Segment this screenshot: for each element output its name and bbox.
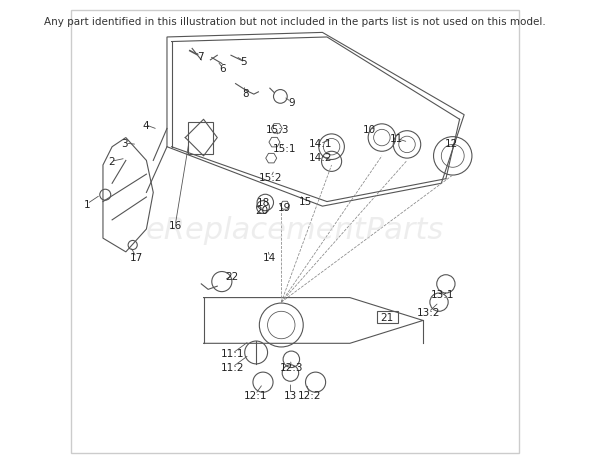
- Text: 2: 2: [108, 157, 114, 167]
- Text: 7: 7: [197, 52, 204, 62]
- Text: 13:2: 13:2: [417, 308, 440, 318]
- Text: 4: 4: [142, 121, 149, 130]
- Text: 8: 8: [242, 89, 249, 99]
- Text: 18: 18: [257, 198, 271, 208]
- Text: 17: 17: [130, 253, 143, 263]
- Text: 11:2: 11:2: [221, 362, 244, 372]
- Text: 6: 6: [219, 64, 226, 74]
- Text: 15:1: 15:1: [273, 143, 296, 153]
- Text: 9: 9: [288, 98, 294, 108]
- Text: 13:1: 13:1: [431, 289, 454, 299]
- Text: 11: 11: [390, 134, 403, 144]
- Text: 5: 5: [241, 56, 247, 67]
- Text: 1: 1: [84, 199, 90, 209]
- Text: 14: 14: [263, 253, 277, 263]
- Text: 14:2: 14:2: [309, 152, 333, 162]
- Text: 22: 22: [225, 271, 238, 281]
- Text: 19: 19: [278, 202, 291, 213]
- Text: 12:2: 12:2: [298, 390, 322, 400]
- Text: 15:2: 15:2: [259, 173, 283, 183]
- Text: 14:1: 14:1: [309, 139, 333, 149]
- Text: 11:1: 11:1: [221, 348, 244, 358]
- Text: 12:3: 12:3: [280, 362, 303, 372]
- Text: 13: 13: [284, 390, 297, 400]
- Text: eReplacementParts: eReplacementParts: [146, 215, 444, 244]
- Text: 12:1: 12:1: [244, 390, 267, 400]
- Text: 21: 21: [381, 312, 394, 322]
- Text: 15:3: 15:3: [266, 125, 289, 135]
- Text: 3: 3: [122, 139, 128, 149]
- Text: 15: 15: [299, 196, 312, 206]
- Text: 16: 16: [169, 221, 182, 231]
- Text: Any part identified in this illustration but not included in the parts list is n: Any part identified in this illustration…: [44, 17, 546, 28]
- Text: 12: 12: [445, 139, 458, 149]
- Text: 20: 20: [255, 205, 268, 215]
- Text: 10: 10: [362, 125, 376, 135]
